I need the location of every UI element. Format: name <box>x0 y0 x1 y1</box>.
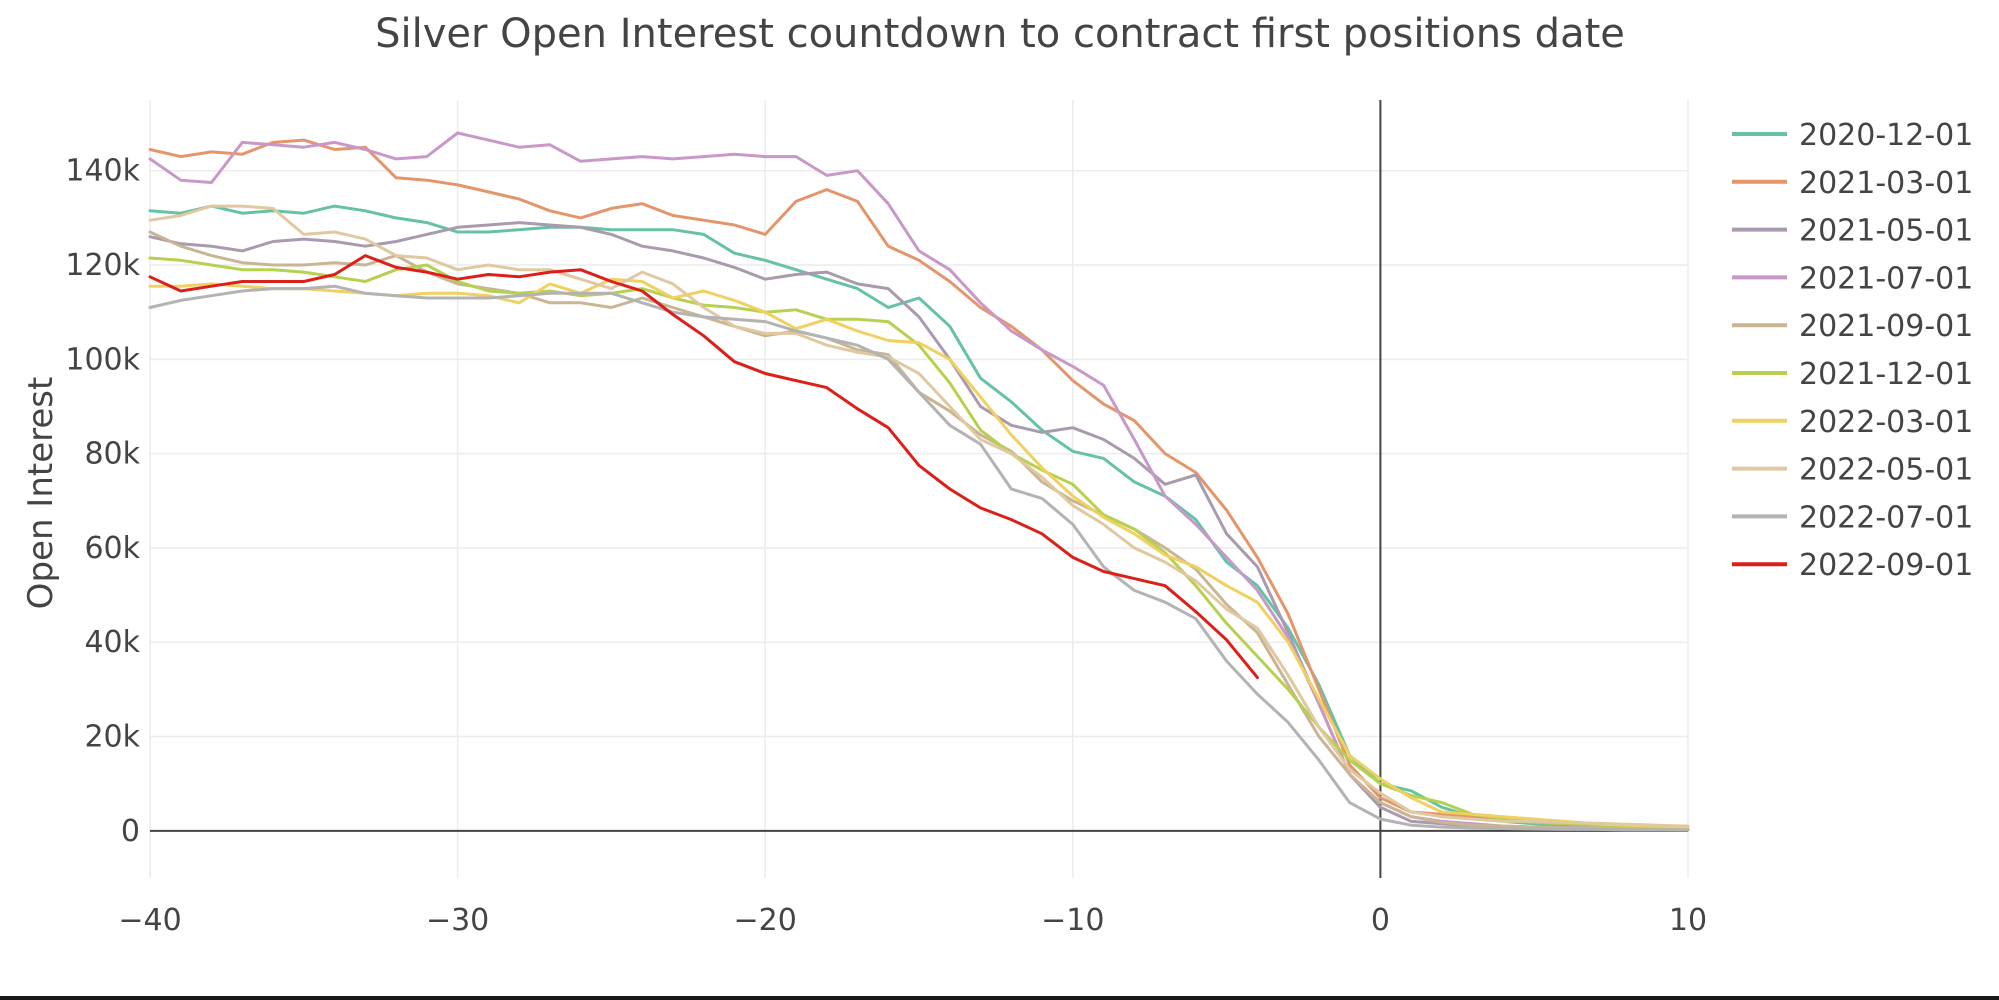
bottom-border <box>0 996 1999 1000</box>
series-line-2021-09-01 <box>148 230 1690 832</box>
series-line-2021-03-01 <box>148 138 1690 829</box>
series-line-2022-05-01 <box>148 204 1690 828</box>
legend-label: 2022-09-01 <box>1799 548 1973 583</box>
legend-label: 2022-05-01 <box>1799 453 1973 488</box>
x-tick-label: −30 <box>426 903 489 938</box>
series-line-2021-05-01 <box>148 221 1690 832</box>
legend-label: 2022-07-01 <box>1799 500 1973 535</box>
axes: −40 −30 −20 −10 0 10 0 20k 40k 60k 80k 100k 120k 140k <box>65 100 1707 938</box>
y-tick-label: 120k <box>65 248 140 283</box>
legend-label: 2020-12-01 <box>1799 118 1973 153</box>
x-tick-label: 10 <box>1669 903 1707 938</box>
y-tick-label: 60k <box>84 531 140 566</box>
x-tick-label: −20 <box>734 903 797 938</box>
legend-label: 2022-03-01 <box>1799 405 1973 440</box>
x-tick-label: −10 <box>1041 903 1104 938</box>
series-line-2022-03-01 <box>148 277 1690 829</box>
series-line-2022-07-01 <box>148 284 1690 832</box>
grid <box>149 100 1689 878</box>
y-tick-label: 0 <box>121 814 140 849</box>
x-tick-label: 0 <box>1371 903 1390 938</box>
series-line-2020-12-01 <box>148 204 1690 830</box>
legend-label: 2021-12-01 <box>1799 357 1973 392</box>
series-line-2022-09-01 <box>148 254 1259 680</box>
series-line-2021-07-01 <box>148 131 1690 831</box>
y-tick-label: 40k <box>84 625 140 660</box>
legend-label: 2021-09-01 <box>1799 309 1973 344</box>
y-axis-label: Open Interest <box>21 377 61 610</box>
x-tick-label: −40 <box>118 903 181 938</box>
legend-label: 2021-07-01 <box>1799 261 1973 296</box>
y-tick-label: 140k <box>65 154 140 189</box>
legend-label: 2021-03-01 <box>1799 166 1973 201</box>
y-tick-label: 20k <box>84 720 140 755</box>
series-lines <box>148 131 1690 832</box>
y-tick-label: 80k <box>84 437 140 472</box>
chart-title: Silver Open Interest countdown to contra… <box>375 11 1625 57</box>
legend-label: 2021-05-01 <box>1799 214 1973 249</box>
legend: 2020-12-01 2021-03-01 2021-05-01 2021-07-01… <box>1732 118 1973 583</box>
y-tick-label: 100k <box>65 342 140 377</box>
